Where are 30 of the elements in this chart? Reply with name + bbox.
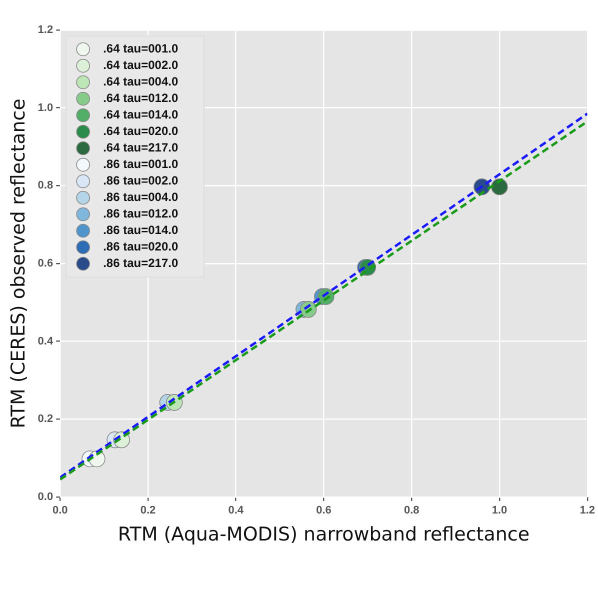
legend-label: .64 tau=014.0	[103, 108, 178, 122]
x-tick-label: 0.6	[316, 504, 332, 517]
x-tick-label: 0.2	[140, 504, 156, 517]
legend-label: .86 tau=001.0	[103, 157, 178, 172]
legend-label: .86 tau=020.0	[103, 240, 178, 254]
y-tick-label: 0.2	[38, 413, 54, 426]
y-tick-label: 0.0	[38, 491, 54, 504]
y-tick-label: 1.2	[38, 24, 54, 36]
x-tick-label: 0.8	[404, 504, 420, 517]
legend-label: .86 tau=004.0	[103, 190, 178, 204]
legend-label: .64 tau=002.0	[103, 58, 178, 72]
x-tick-label: 0.0	[52, 504, 68, 517]
x-tick-label: 1.0	[492, 504, 508, 517]
x-axis-title: RTM (Aqua-MODIS) narrowband reflectance	[118, 524, 530, 546]
y-tick-label: 0.4	[38, 335, 54, 348]
legend-label: .86 tau=012.0	[103, 206, 178, 221]
legend-label: .86 tau=217.0	[103, 256, 178, 270]
legend-label: .64 tau=217.0	[103, 140, 178, 155]
y-axis-title: RTM (CERES) observed reflectance	[7, 98, 30, 428]
legend-label: .64 tau=004.0	[103, 74, 178, 89]
legend-label: .64 tau=001.0	[103, 42, 178, 56]
y-tick-label: 0.6	[38, 258, 54, 270]
x-tick-label: 1.2	[580, 504, 596, 517]
y-tick-label: 1.0	[38, 102, 54, 114]
x-tick-label: 0.4	[228, 504, 244, 517]
legend-label: .86 tau=002.0	[103, 174, 178, 188]
legend-label: .86 tau=014.0	[103, 223, 178, 238]
legend-label: .64 tau=012.0	[103, 91, 178, 106]
y-tick-label: 0.8	[38, 180, 54, 192]
legend-label: .64 tau=020.0	[103, 124, 178, 138]
